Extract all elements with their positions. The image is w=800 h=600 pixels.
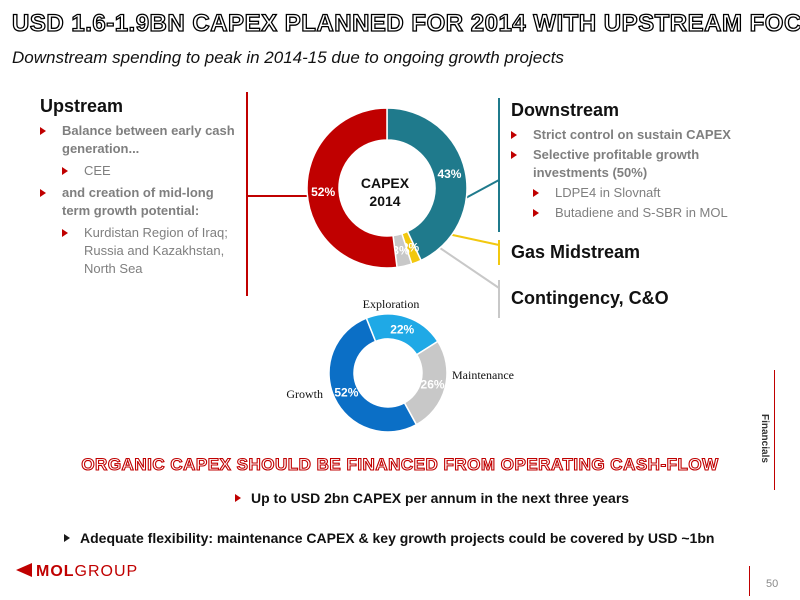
donut-data-label: 26% xyxy=(421,377,445,391)
gas-midstream-label: Gas Midstream xyxy=(511,242,641,262)
side-divider xyxy=(774,370,775,490)
bullet-triangle-icon xyxy=(62,167,68,175)
bullet-triangle-icon xyxy=(533,189,539,197)
bullet-triangle-icon xyxy=(235,494,241,503)
donut-data-label: 3% xyxy=(392,243,410,257)
downstream-sub-1: LDPE4 in Slovnaft xyxy=(533,184,751,202)
upstream-bullets: Balance between early cash generation...… xyxy=(40,122,240,278)
footer-divider xyxy=(749,566,750,596)
organic-capex-heading: ORGANIC CAPEX SHOULD BE FINANCED FROM OP… xyxy=(81,454,719,474)
capex-2014-donut: 43%2%3%52% xyxy=(306,107,468,269)
page-subtitle: Downstream spending to peak in 2014-15 d… xyxy=(12,48,564,67)
key-point-1: Up to USD 2bn CAPEX per annum in the nex… xyxy=(235,490,629,506)
upstream-sub-1: CEE xyxy=(62,162,240,180)
downstream-bullet-1: Strict control on sustain CAPEX xyxy=(511,126,751,144)
upstream-bullet-2: and creation of mid-long term growth pot… xyxy=(40,184,240,220)
downstream-connector-line xyxy=(461,179,500,201)
upstream-heading: Upstream xyxy=(40,96,124,116)
logo-mark-icon xyxy=(16,563,32,577)
upstream-bullet-1: Balance between early cash generation... xyxy=(40,122,240,158)
donut-slice-upstream xyxy=(306,107,398,269)
downstream-bullets: Strict control on sustain CAPEX Selectiv… xyxy=(511,126,751,222)
page-number: 50 xyxy=(766,578,779,590)
donut-data-label: 22% xyxy=(390,322,414,336)
bullet-triangle-icon xyxy=(64,534,70,543)
downstream-sub-2: Butadiene and S-SBR in MOL xyxy=(533,204,751,222)
upstream-split-donut: 22% 26% 52% xyxy=(328,313,448,433)
contingency-connector-line xyxy=(439,247,500,289)
donut-data-label: 43% xyxy=(437,167,461,181)
bullet-triangle-icon xyxy=(40,127,46,135)
legend-maintenance: Maintenance xyxy=(452,368,514,382)
donut-center-label-line2: 2014 xyxy=(369,193,400,209)
downstream-bullet-2: Selective profitable growth investments … xyxy=(511,146,723,182)
donut-data-label: 52% xyxy=(334,386,358,400)
bullet-triangle-icon xyxy=(511,131,517,139)
contingency-label: Contingency, C&O xyxy=(511,288,669,308)
section-label: Financials xyxy=(759,414,770,463)
upstream-sub-2: Kurdistan Region of Iraq; Russia and Kaz… xyxy=(62,224,254,278)
donut-slice-growth xyxy=(328,317,418,433)
gas-connector-line xyxy=(447,233,500,246)
donut-slice-downstream xyxy=(386,107,468,262)
downstream-heading: Downstream xyxy=(511,100,620,120)
bullet-triangle-icon xyxy=(62,229,68,237)
bullet-triangle-icon xyxy=(40,189,46,197)
donut-center-label-line1: CAPEX xyxy=(361,175,410,191)
donut-data-label: 52% xyxy=(311,185,335,199)
key-point-2: Adequate flexibility: maintenance CAPEX … xyxy=(64,530,714,546)
page-title: USD 1.6-1.9BN CAPEX PLANNED FOR 2014 WIT… xyxy=(11,9,800,37)
mol-group-logo: MOLGROUP xyxy=(16,563,138,581)
bullet-triangle-icon xyxy=(533,209,539,217)
legend-exploration: Exploration xyxy=(363,297,420,311)
bullet-triangle-icon xyxy=(511,151,517,159)
legend-growth: Growth xyxy=(286,387,323,401)
